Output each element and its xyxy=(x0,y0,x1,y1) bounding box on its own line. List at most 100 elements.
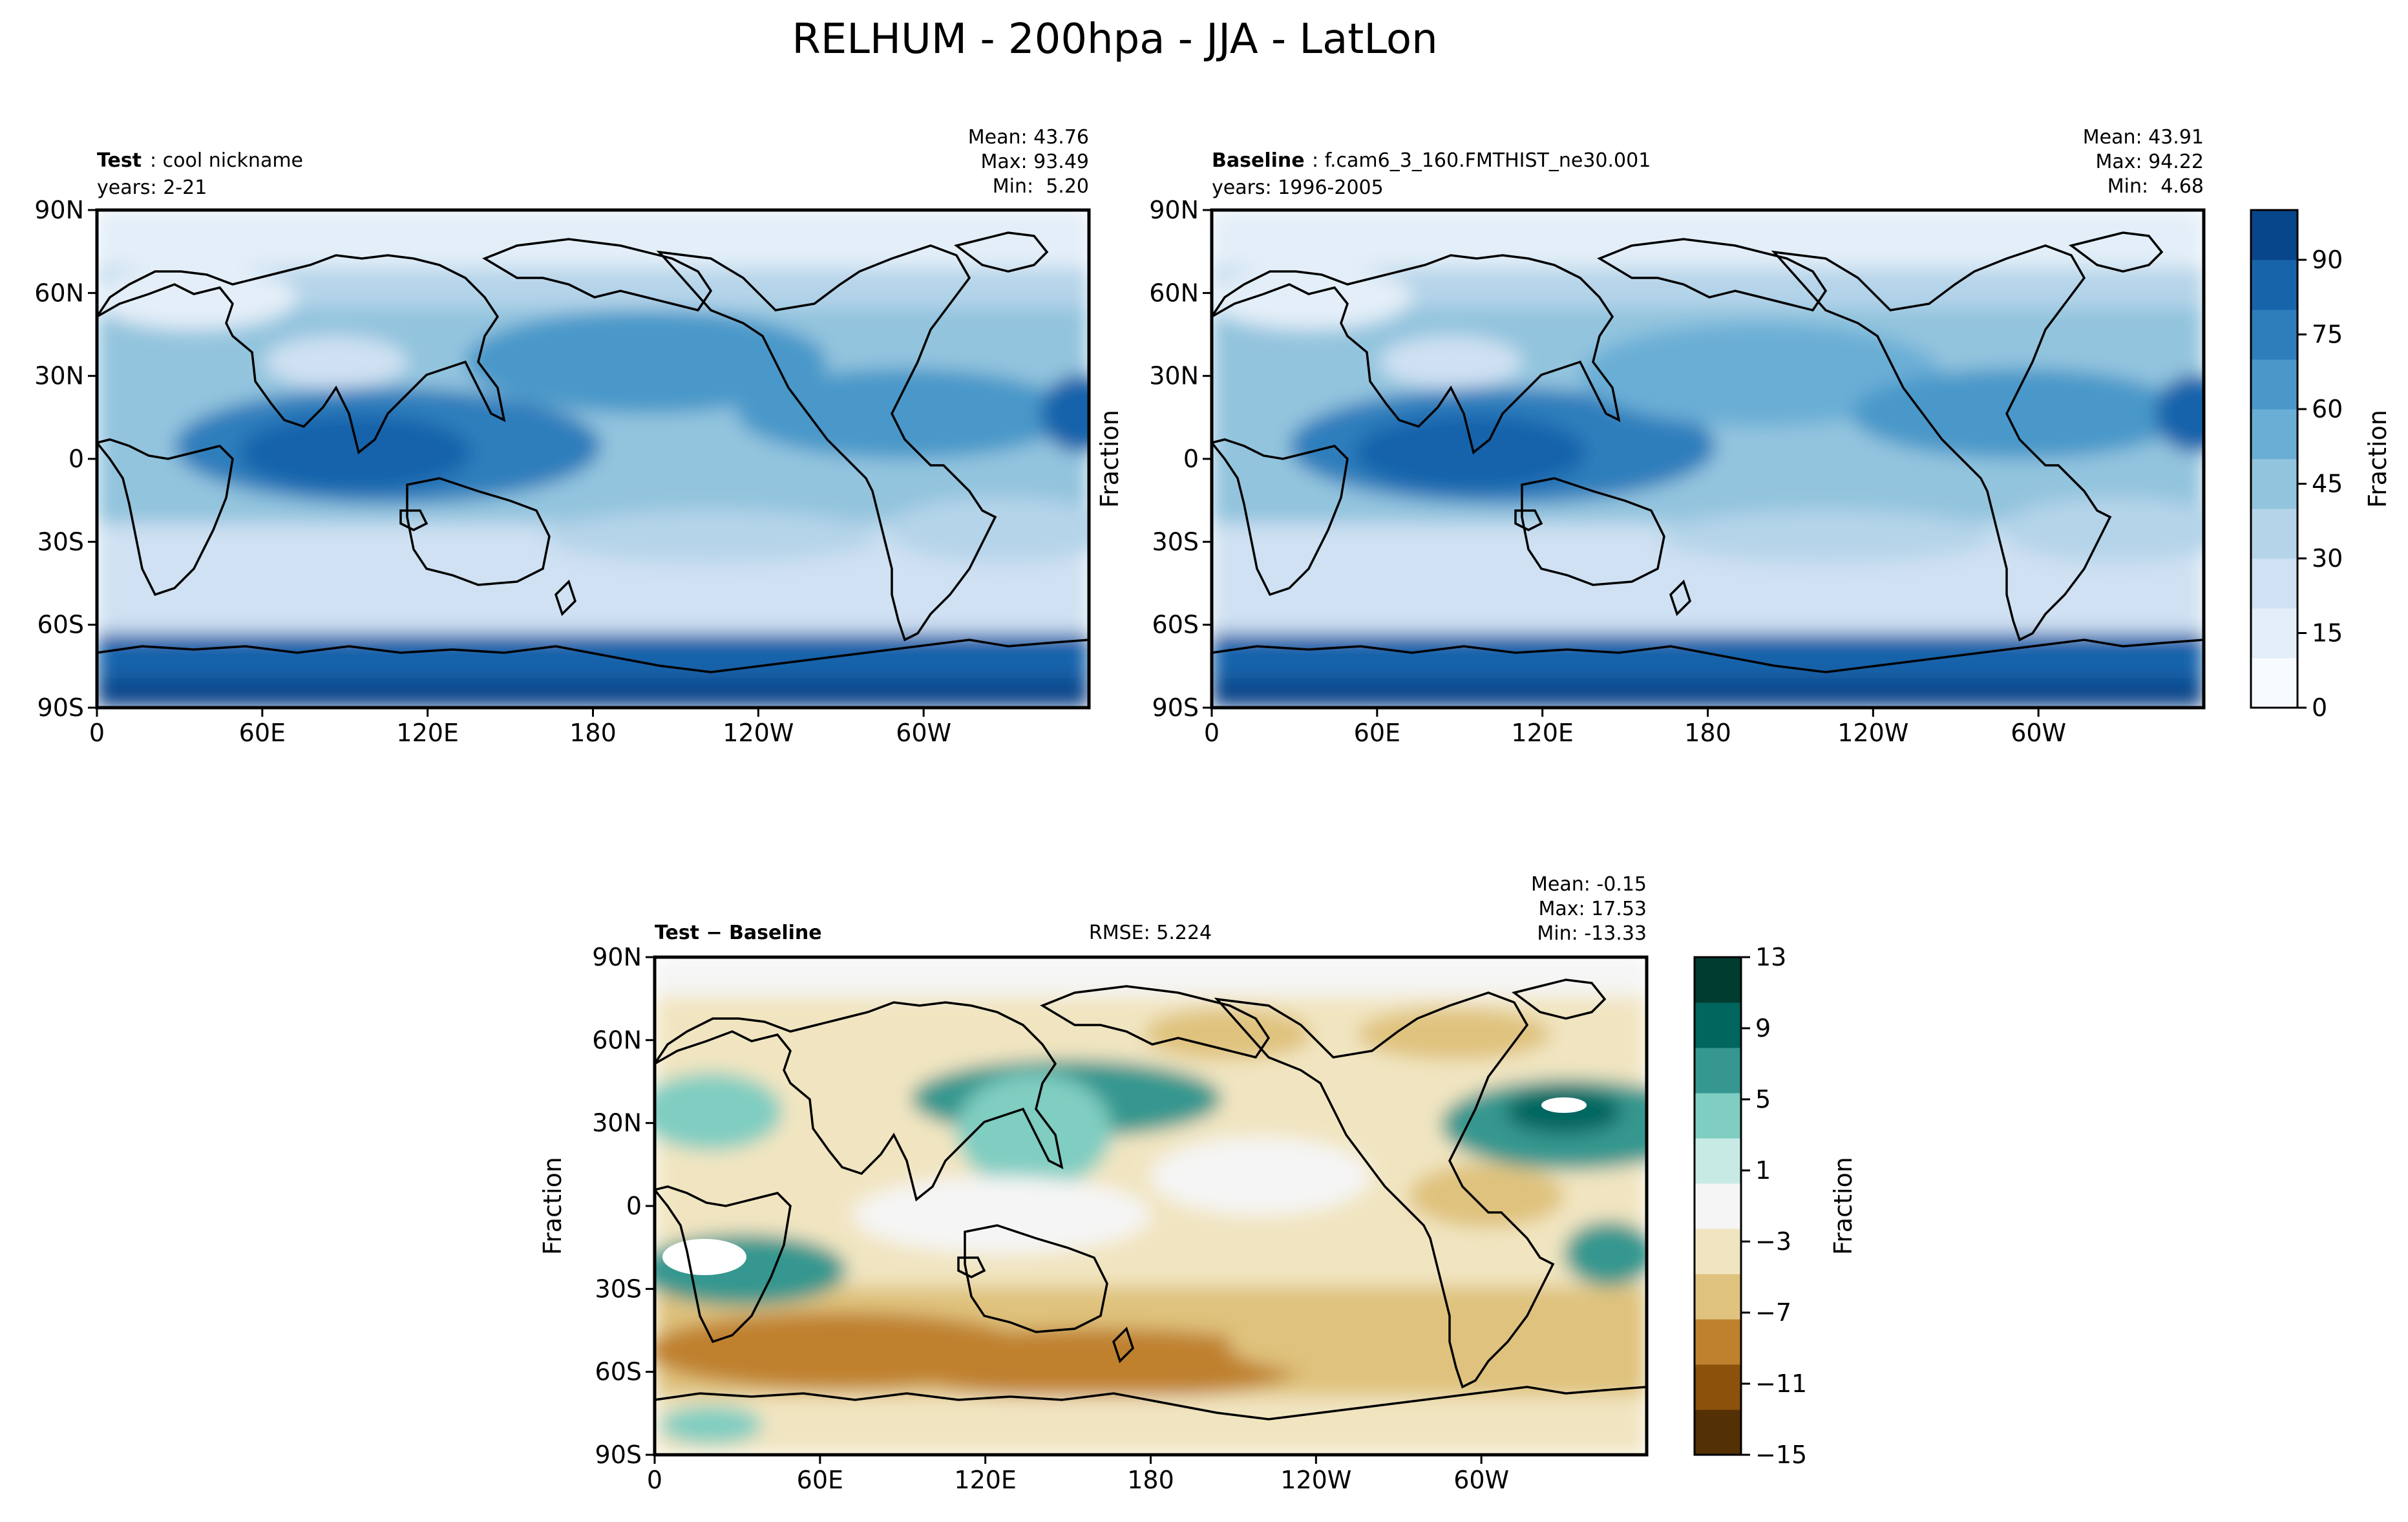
colorbar-tick-label: −3 xyxy=(1755,1227,1791,1256)
x-tick-label: 60E xyxy=(239,719,286,747)
x-tick-label: 120E xyxy=(396,719,459,747)
colorbar-band xyxy=(2251,310,2297,360)
y-tick-label: 90S xyxy=(1152,693,1199,722)
baseline-title-bold: Baseline xyxy=(1212,149,1305,172)
y-tick-label: 90S xyxy=(37,693,84,722)
baseline-colorbar-frame xyxy=(2250,209,2299,709)
colorbar-band xyxy=(2251,409,2297,460)
test-years: years: 2-21 xyxy=(97,176,207,199)
difference-map-field xyxy=(655,957,1647,1455)
x-tick-label: 0 xyxy=(89,719,105,747)
colorbar-band xyxy=(1695,957,1741,1003)
colorbar-band xyxy=(1695,1093,1741,1139)
x-tick-label: 180 xyxy=(1127,1466,1174,1494)
y-tick-label: 90N xyxy=(1149,196,1199,224)
x-tick-label: 60E xyxy=(1354,719,1400,747)
y-tick-label: 30N xyxy=(1149,362,1199,390)
difference-colorbar-ticks: 13 9 5 1 −3 −7 −11 −15 xyxy=(1741,943,1807,1469)
y-tick-label: 30N xyxy=(34,362,84,390)
x-tick-label: 60W xyxy=(2011,719,2066,747)
y-tick-label: 30S xyxy=(595,1274,642,1303)
y-tick-label: 30S xyxy=(37,527,84,556)
colorbar-band xyxy=(1695,1183,1741,1229)
colorbar-band xyxy=(1695,1229,1741,1274)
test-title-rest: : cool nickname xyxy=(150,149,303,172)
y-tick-label: 60S xyxy=(37,611,84,639)
y-tick-label: 90N xyxy=(592,943,642,971)
colorbar-tick-label: −11 xyxy=(1755,1369,1807,1398)
colorbar-tick-label: 45 xyxy=(2312,470,2343,498)
difference-title: Test − Baseline xyxy=(655,922,822,944)
figure-title: RELHUM - 200hpa - JJA - LatLon xyxy=(792,16,1437,63)
baseline-colorbar-bands xyxy=(2251,210,2297,708)
x-tick-label: 180 xyxy=(1684,719,1731,747)
colorbar-tick-label: −15 xyxy=(1755,1441,1807,1469)
colorbar-tick-label: 90 xyxy=(2312,246,2343,274)
difference-ylabel: Fraction xyxy=(538,1157,567,1255)
x-tick-label: 60W xyxy=(896,719,951,747)
test-title-bold: Test xyxy=(97,149,142,172)
y-tick-label: 90S xyxy=(595,1441,642,1469)
baseline-ylabel: Fraction xyxy=(1095,410,1124,508)
test-coastlines xyxy=(97,231,1089,673)
baseline-stat-max: Max: 94.22 xyxy=(2095,151,2204,173)
difference-out-of-range-blob xyxy=(1541,1097,1587,1113)
baseline-years: years: 1996-2005 xyxy=(1212,176,1384,199)
colorbar-band xyxy=(2251,260,2297,310)
test-panel: Test : cool nickname years: 2-21 Mean: 4… xyxy=(34,126,1091,747)
colorbar-tick-label: 1 xyxy=(1755,1156,1771,1185)
x-tick-label: 0 xyxy=(647,1466,662,1494)
baseline-colorbar-label: Fraction xyxy=(2363,410,2392,508)
colorbar-tick-label: 30 xyxy=(2312,544,2343,573)
difference-stat-mean: Mean: -0.15 xyxy=(1531,873,1647,896)
colorbar-band xyxy=(2251,608,2297,659)
x-tick-label: 0 xyxy=(1204,719,1220,747)
colorbar-tick-label: −7 xyxy=(1755,1298,1791,1327)
x-tick-label: 60W xyxy=(1453,1466,1509,1494)
x-tick-label: 120E xyxy=(1511,719,1574,747)
y-tick-label: 60N xyxy=(1149,279,1199,307)
x-tick-label: 120W xyxy=(1280,1466,1351,1494)
y-tick-label: 90N xyxy=(34,196,84,224)
y-tick-label: 60S xyxy=(595,1358,642,1386)
test-axes: 0 60E 120E 180 120W 60W 90N 60N 30N 0 30S 60S 90S xyxy=(34,196,951,747)
colorbar-tick-label: 15 xyxy=(2312,619,2343,648)
x-tick-label: 120W xyxy=(723,719,794,747)
test-stat-max: Max: 93.49 xyxy=(980,151,1089,173)
difference-panel: Test − Baseline RMSE: 5.224 Mean: -0.15 … xyxy=(538,873,1857,1494)
colorbar-band xyxy=(2251,558,2297,609)
test-map-field xyxy=(97,210,1089,708)
x-tick-label: 60E xyxy=(797,1466,843,1494)
x-tick-label: 120E xyxy=(954,1466,1017,1494)
test-stat-min: Min: 5.20 xyxy=(993,175,1089,198)
colorbar-band xyxy=(1695,1319,1741,1365)
y-tick-label: 60S xyxy=(1152,611,1199,639)
y-tick-label: 30N xyxy=(592,1109,642,1137)
colorbar-band xyxy=(1695,1410,1741,1455)
baseline-colorbar: 0 15 30 45 60 75 90 Fraction xyxy=(2250,209,2392,722)
y-tick-label: 30S xyxy=(1152,527,1199,556)
baseline-title-rest: : f.cam6_3_160.FMTHIST_ne30.001 xyxy=(1312,149,1651,172)
colorbar-tick-label: 9 xyxy=(1755,1014,1771,1042)
baseline-axes: 0 60E 120E 180 120W 60W 90N 60N 30N 0 30S 60S 90S xyxy=(1149,196,2066,747)
colorbar-tick-label: 60 xyxy=(2312,395,2343,423)
difference-colorbar-bands xyxy=(1695,957,1741,1455)
y-tick-label: 60N xyxy=(592,1026,642,1054)
colorbar-tick-label: 0 xyxy=(2312,693,2327,722)
colorbar-band xyxy=(1695,1274,1741,1320)
difference-rmse: RMSE: 5.224 xyxy=(1089,922,1212,944)
colorbar-band xyxy=(1695,1138,1741,1184)
test-stat-mean: Mean: 43.76 xyxy=(968,126,1089,149)
difference-stat-min: Min: -13.33 xyxy=(1537,922,1647,945)
colorbar-tick-label: 5 xyxy=(1755,1085,1771,1114)
baseline-colorbar-ticks: 0 15 30 45 60 75 90 xyxy=(2297,246,2343,722)
colorbar-band xyxy=(2251,359,2297,410)
x-tick-label: 180 xyxy=(569,719,617,747)
difference-out-of-range-blob xyxy=(662,1239,746,1275)
colorbar-band xyxy=(1695,1364,1741,1410)
baseline-panel: Baseline : f.cam6_3_160.FMTHIST_ne30.001… xyxy=(1095,126,2392,747)
colorbar-band xyxy=(2251,658,2297,708)
colorbar-band xyxy=(2251,509,2297,559)
baseline-stat-mean: Mean: 43.91 xyxy=(2083,126,2204,149)
